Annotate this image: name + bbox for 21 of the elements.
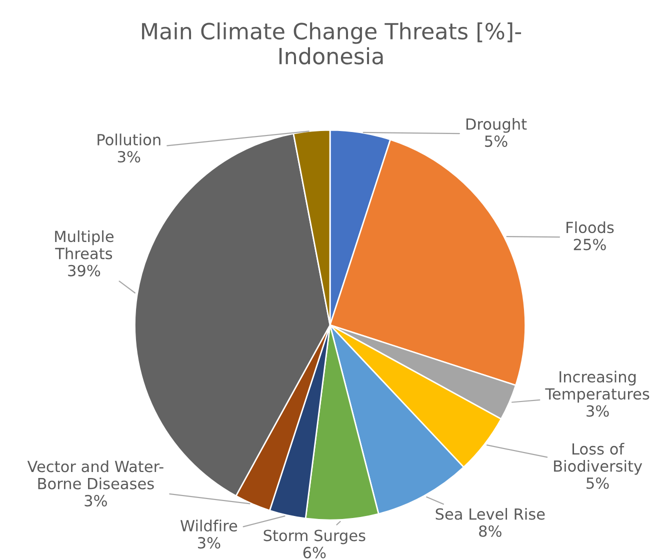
slice-label: Vector and Water- Borne Diseases [27, 460, 164, 490]
data-label: 5% [485, 135, 508, 147]
chart-title: Main Climate Change Threats [%]- Indonesia [142, 22, 522, 64]
slice-label: Pollution [98, 134, 160, 146]
data-label: 25% [574, 238, 606, 250]
slice-label: Storm Surges [264, 530, 366, 544]
data-label: 3% [198, 537, 220, 549]
data-label: 3% [118, 150, 140, 163]
slice-label: Sea Level Rise [436, 508, 545, 520]
slice-label: Multiple Threats [55, 230, 114, 260]
slice-label: Wildfire [180, 520, 238, 532]
slice-label: Loss of Biodiversity [554, 442, 642, 475]
data-label: 3% [84, 494, 107, 506]
slice-label: Floods [566, 221, 614, 234]
slice-label: Drought [466, 118, 527, 133]
data-label: 39% [68, 264, 100, 276]
slice-label: Increasing Temperatures [545, 370, 650, 403]
data-label: 5% [586, 477, 609, 489]
data-label: 8% [479, 525, 502, 537]
data-label: 3% [586, 405, 609, 417]
data-label: 6% [303, 546, 326, 558]
